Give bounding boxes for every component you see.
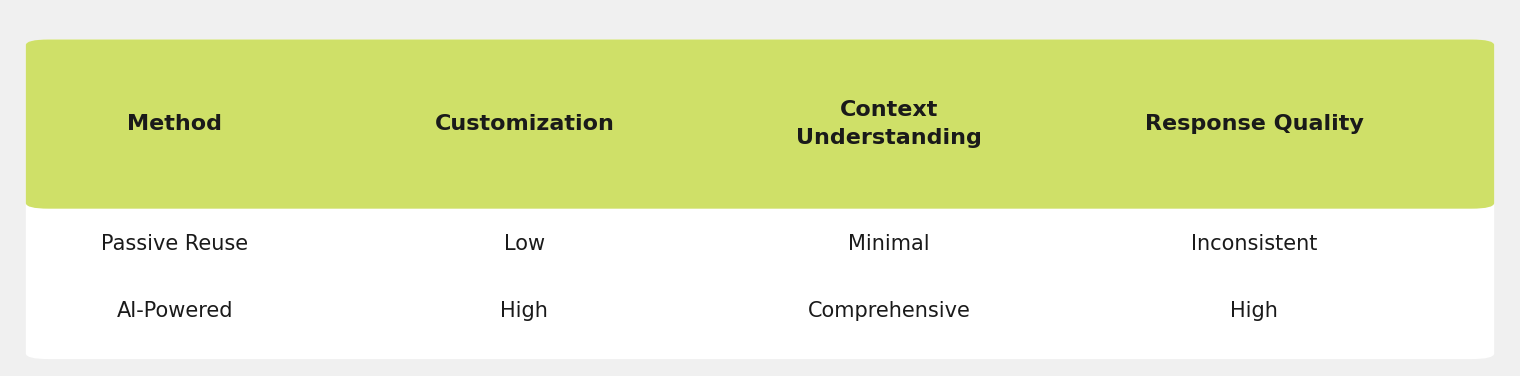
Text: Minimal: Minimal bbox=[848, 233, 930, 254]
Text: High: High bbox=[1230, 301, 1278, 321]
Text: Context
Understanding: Context Understanding bbox=[796, 100, 982, 148]
Text: Low: Low bbox=[503, 233, 546, 254]
FancyBboxPatch shape bbox=[26, 39, 1494, 209]
FancyBboxPatch shape bbox=[26, 39, 1494, 359]
Text: Comprehensive: Comprehensive bbox=[807, 301, 971, 321]
Text: Response Quality: Response Quality bbox=[1145, 114, 1363, 134]
Text: Method: Method bbox=[128, 114, 222, 134]
Text: Customization: Customization bbox=[435, 114, 614, 134]
Text: Inconsistent: Inconsistent bbox=[1190, 233, 1318, 254]
Text: High: High bbox=[500, 301, 549, 321]
Text: AI-Powered: AI-Powered bbox=[117, 301, 233, 321]
Text: Passive Reuse: Passive Reuse bbox=[102, 233, 248, 254]
